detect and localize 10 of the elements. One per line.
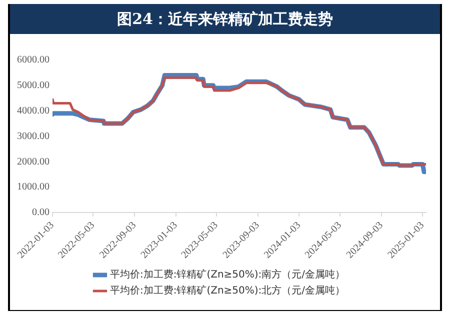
y-tick-label: 6000.00 (17, 54, 50, 66)
y-tick-label: 1000.00 (17, 182, 50, 193)
y-tick-label: 3000.00 (17, 130, 50, 142)
chart-title: 图24：近年来锌精矿加工费走势 (10, 4, 440, 34)
y-tick-label: 0.00 (32, 207, 50, 218)
y-tick-label: 2000.00 (17, 156, 50, 168)
legend-label: 平均价:加工费:锌精矿(Zn≥50%):南方（元/金属吨） (110, 268, 346, 281)
y-tick-label: 5000.00 (17, 80, 50, 92)
y-tick-label: 4000.00 (17, 105, 50, 116)
legend-label: 平均价:加工费:锌精矿(Zn≥50%):北方（元/金属吨） (110, 284, 346, 297)
